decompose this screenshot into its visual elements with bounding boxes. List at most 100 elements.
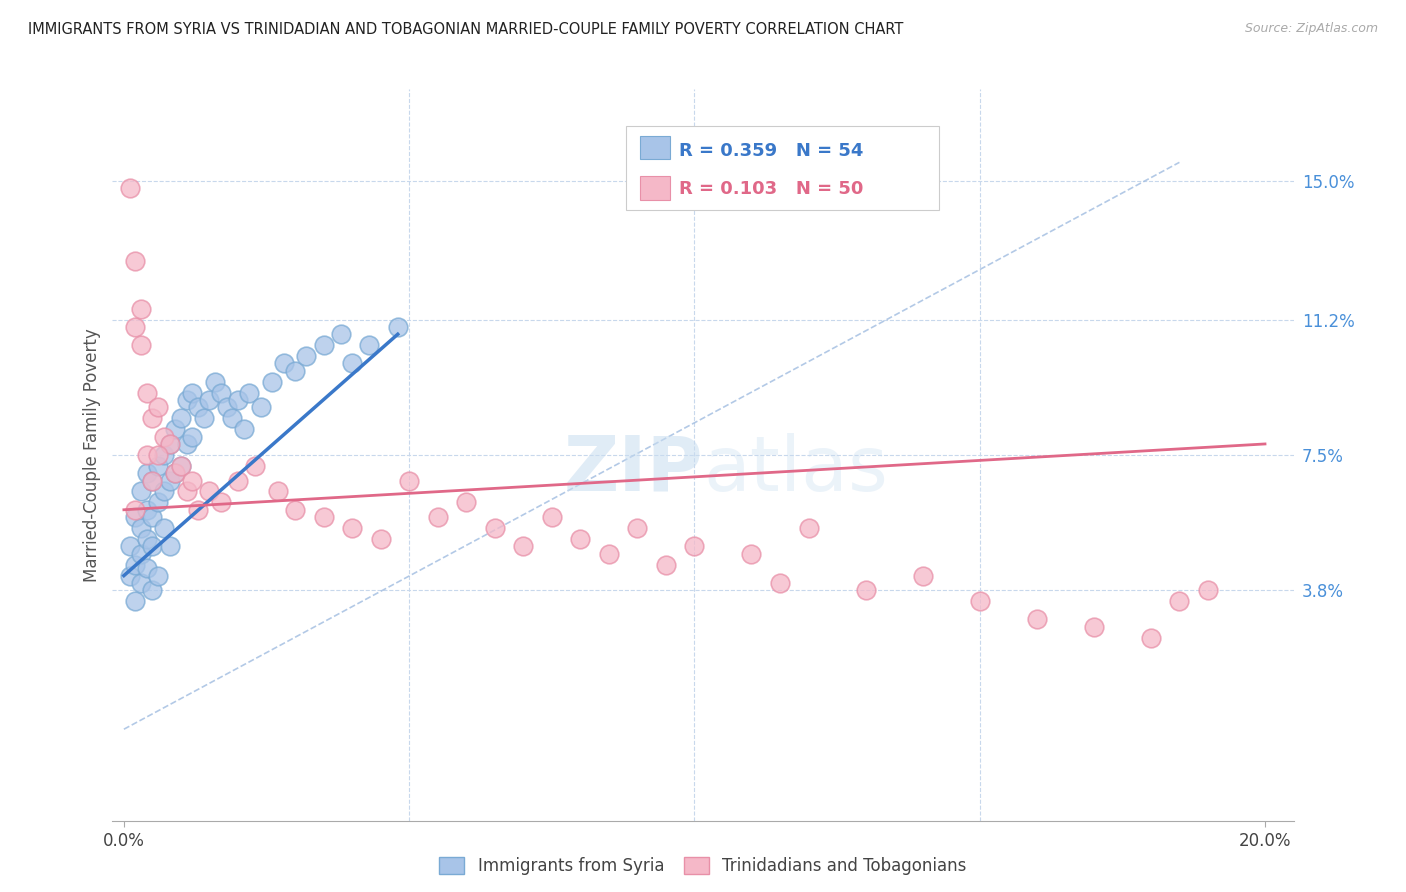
Point bbox=[159, 539, 181, 553]
Point bbox=[295, 349, 318, 363]
Point bbox=[153, 484, 176, 499]
Text: R = 0.103   N = 50: R = 0.103 N = 50 bbox=[679, 180, 863, 198]
Point bbox=[598, 547, 620, 561]
Point bbox=[456, 495, 478, 509]
Point bbox=[135, 503, 157, 517]
Point bbox=[1140, 631, 1163, 645]
Point bbox=[124, 320, 146, 334]
Text: IMMIGRANTS FROM SYRIA VS TRINIDADIAN AND TOBAGONIAN MARRIED-COUPLE FAMILY POVERT: IMMIGRANTS FROM SYRIA VS TRINIDADIAN AND… bbox=[28, 22, 904, 37]
Point bbox=[129, 576, 152, 591]
Point bbox=[118, 181, 141, 195]
Point bbox=[187, 401, 209, 415]
Point bbox=[129, 484, 152, 499]
Point bbox=[129, 301, 152, 316]
Point bbox=[221, 411, 243, 425]
Point bbox=[370, 532, 392, 546]
Text: atlas: atlas bbox=[703, 433, 887, 507]
Point bbox=[198, 392, 221, 407]
Bar bbox=[640, 176, 669, 200]
Point bbox=[193, 411, 215, 425]
Point bbox=[170, 411, 193, 425]
Point bbox=[124, 254, 146, 268]
Point bbox=[204, 375, 226, 389]
Point bbox=[141, 411, 163, 425]
Point bbox=[165, 466, 187, 480]
Point bbox=[153, 448, 176, 462]
Point bbox=[1168, 594, 1191, 608]
Point bbox=[170, 458, 193, 473]
Point bbox=[124, 503, 146, 517]
Point bbox=[181, 474, 204, 488]
Point bbox=[655, 558, 678, 572]
Point bbox=[176, 437, 198, 451]
Point bbox=[1197, 583, 1219, 598]
Point bbox=[165, 422, 187, 436]
Point bbox=[262, 375, 284, 389]
Point bbox=[135, 385, 157, 400]
Point bbox=[124, 558, 146, 572]
Point bbox=[284, 364, 307, 378]
Point bbox=[209, 495, 232, 509]
Point bbox=[484, 521, 506, 535]
Bar bbox=[640, 136, 669, 160]
Point bbox=[329, 327, 352, 342]
Point bbox=[159, 437, 181, 451]
Point bbox=[141, 539, 163, 553]
Point bbox=[273, 356, 295, 371]
Point bbox=[135, 561, 157, 575]
Point bbox=[855, 583, 877, 598]
Point bbox=[129, 338, 152, 352]
Point bbox=[129, 547, 152, 561]
Point bbox=[512, 539, 534, 553]
Y-axis label: Married-Couple Family Poverty: Married-Couple Family Poverty bbox=[83, 328, 101, 582]
Point bbox=[176, 392, 198, 407]
Point bbox=[153, 430, 176, 444]
Point bbox=[181, 430, 204, 444]
Point bbox=[569, 532, 592, 546]
Point bbox=[1083, 620, 1105, 634]
Point bbox=[226, 474, 249, 488]
Point bbox=[1025, 613, 1047, 627]
Point bbox=[141, 583, 163, 598]
Point bbox=[141, 474, 163, 488]
Point bbox=[250, 401, 273, 415]
Point bbox=[209, 385, 232, 400]
Point bbox=[159, 437, 181, 451]
Text: Source: ZipAtlas.com: Source: ZipAtlas.com bbox=[1244, 22, 1378, 36]
Point bbox=[141, 510, 163, 524]
Point bbox=[226, 392, 249, 407]
Point bbox=[626, 521, 648, 535]
Point bbox=[118, 568, 141, 582]
Point bbox=[540, 510, 562, 524]
Point bbox=[238, 385, 260, 400]
Point bbox=[153, 521, 176, 535]
Point bbox=[146, 401, 169, 415]
Point bbox=[135, 532, 157, 546]
Point bbox=[683, 539, 706, 553]
Point bbox=[312, 338, 335, 352]
Point bbox=[198, 484, 221, 499]
Text: ZIP: ZIP bbox=[564, 433, 703, 507]
Point bbox=[769, 576, 792, 591]
Point bbox=[740, 547, 762, 561]
Point bbox=[284, 503, 307, 517]
Point bbox=[969, 594, 991, 608]
Point bbox=[170, 458, 193, 473]
Point bbox=[159, 474, 181, 488]
Point bbox=[232, 422, 254, 436]
Point bbox=[398, 474, 420, 488]
Point bbox=[359, 338, 381, 352]
Point bbox=[135, 466, 157, 480]
Point bbox=[165, 466, 187, 480]
Point bbox=[146, 568, 169, 582]
Point bbox=[187, 503, 209, 517]
Point bbox=[426, 510, 449, 524]
Point bbox=[124, 594, 146, 608]
Point bbox=[243, 458, 266, 473]
Point bbox=[911, 568, 934, 582]
Legend: Immigrants from Syria, Trinidadians and Tobagonians: Immigrants from Syria, Trinidadians and … bbox=[433, 850, 973, 882]
Point bbox=[146, 448, 169, 462]
Point bbox=[340, 356, 363, 371]
Point bbox=[312, 510, 335, 524]
Point bbox=[267, 484, 290, 499]
